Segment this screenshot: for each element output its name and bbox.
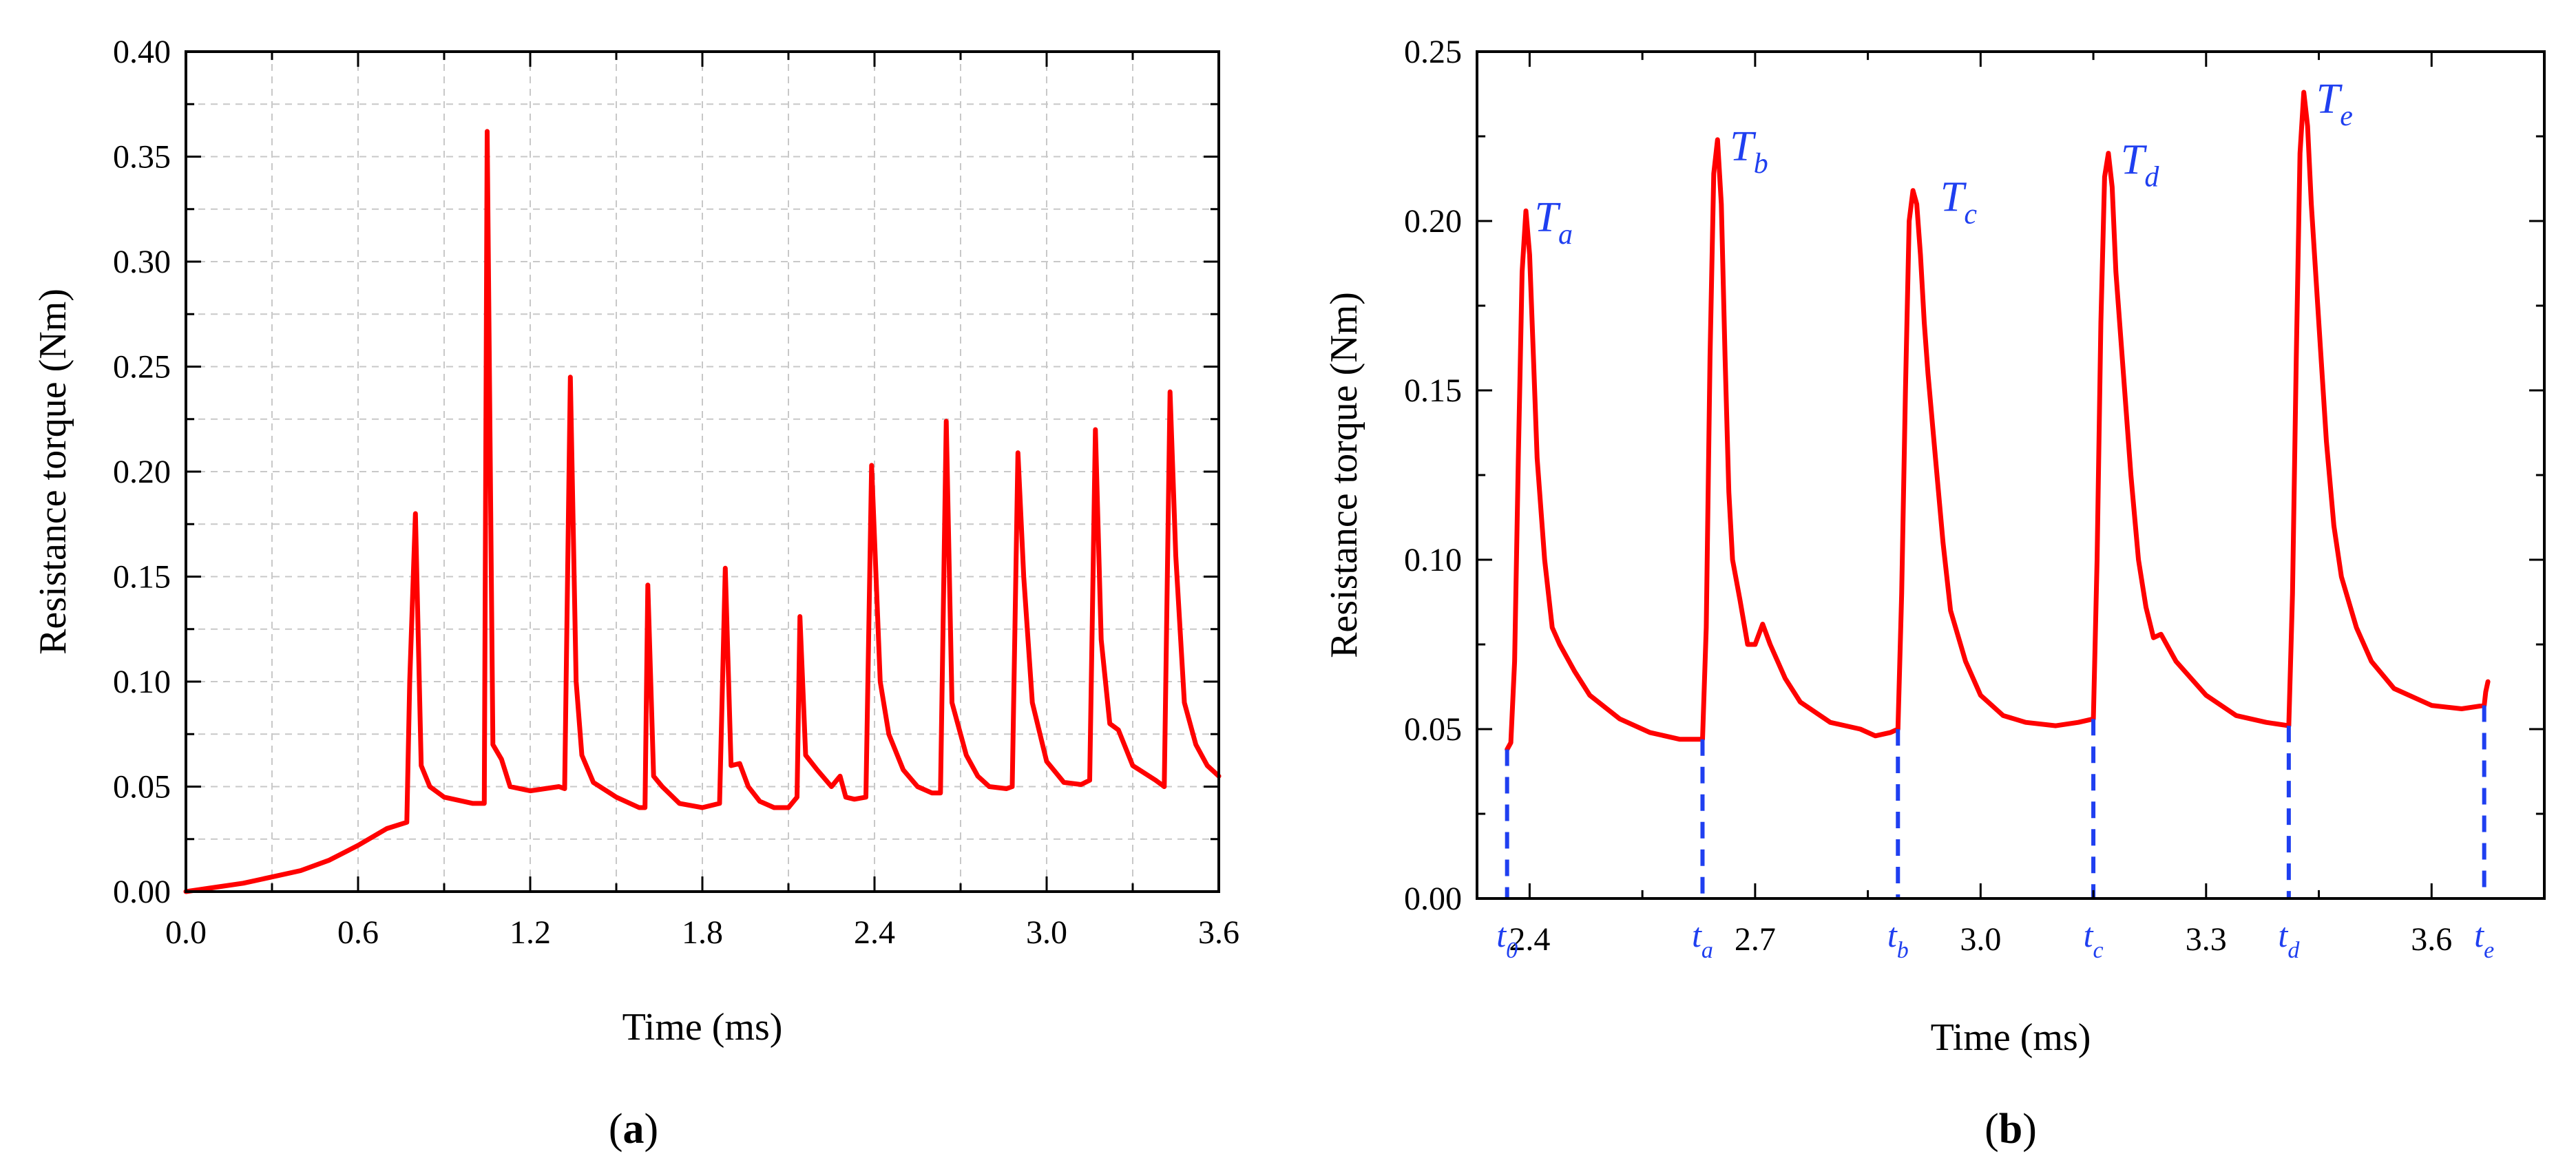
chart-a-gridlines [186,52,1219,892]
y-tick-label: 0.40 [113,34,171,70]
y-tick-label: 0.15 [1404,372,1462,409]
chart-a-x-tick-labels: 0.0 0.6 1.2 1.8 2.4 3.0 3.6 [165,914,1239,951]
chart-b-panel-label: (b) [1985,1106,2037,1153]
chart-a-panel-label: (a) [609,1106,658,1153]
time-marker-base: t [2084,916,2094,954]
time-marker-subscript: d [2287,938,2300,963]
peak-label-subscript: d [2144,162,2159,193]
time-marker-label-0: t0 [1496,916,1518,963]
chart-a-panel-letter: a [623,1106,645,1153]
time-marker-subscript: c [2093,938,2103,963]
y-tick-label: 0.20 [1404,203,1462,240]
time-marker-subscript: a [1701,938,1713,963]
chart-b-ticks [1477,50,2546,900]
peak-label-base: T [1730,123,1757,170]
x-tick-label: 3.0 [1960,921,2001,958]
x-tick-label: 1.2 [510,914,551,951]
y-tick-label: 0.10 [113,664,171,700]
y-tick-label: 0.20 [113,454,171,490]
chart-b-y-axis-label: Resistance torque (Nm) [1323,292,1365,658]
y-tick-label: 0.35 [113,139,171,176]
time-marker-label-e: te [2474,916,2494,963]
time-marker-subscript: e [2484,938,2494,963]
time-marker-base: t [1496,916,1507,954]
time-marker-label-c: tc [2084,916,2104,963]
time-marker-subscript: b [1897,938,1909,963]
chart-b-plot-frame [1476,50,2546,900]
peak-label-d: Td [2121,137,2159,193]
x-tick-label: 0.0 [165,914,207,951]
peak-label-a: Ta [1534,194,1572,251]
y-tick-label: 0.05 [113,769,171,806]
chart-b-y-tick-labels: 0.00 0.05 0.10 0.15 0.20 0.25 [1404,34,1462,917]
time-marker-base: t [1692,916,1702,954]
x-tick-label: 3.6 [2411,921,2452,958]
chart-a-y-tick-labels: 0.00 0.05 0.10 0.15 0.20 0.25 0.30 0.35 0.40 [113,34,171,910]
peak-label-base: T [1534,194,1561,241]
y-tick-label: 0.25 [1404,34,1462,70]
chart-b-panel-letter: b [1999,1106,2022,1153]
x-tick-label: 2.4 [854,914,895,951]
chart-a-torque-line [183,129,1222,894]
time-marker-base: t [1887,916,1898,954]
time-marker-label-b: tb [1887,916,1909,963]
x-tick-label: 3.3 [2186,921,2227,958]
y-tick-label: 0.05 [1404,711,1462,748]
chart-panel-a: 0.0 0.6 1.2 1.8 2.4 3.0 3.6 0.000.050.100.150.… [32,34,1239,1153]
y-tick-label: 0.10 [1404,542,1462,578]
chart-b-time-marker-labels: t0 ta tb tc td te [1496,916,2494,963]
peak-label-subscript: a [1558,219,1573,251]
x-tick-label: 2.4 [1509,921,1550,958]
time-marker-base: t [2474,916,2484,954]
chart-a-y-axis-label: Resistance torque (Nm) [32,288,74,655]
y-tick-label: 0.15 [113,559,171,596]
time-marker-label-d: td [2278,916,2300,963]
time-marker-base: t [2278,916,2288,954]
peak-label-base: T [2121,137,2148,184]
x-tick-label: 3.0 [1026,914,1067,951]
chart-b-torque-line [1505,90,2491,752]
peak-label-base: T [1940,174,1967,221]
peak-label-subscript: e [2340,101,2353,132]
y-tick-label: 0.30 [113,244,171,280]
y-tick-label: 0.00 [113,874,171,910]
peak-label-subscript: c [1964,199,1977,231]
x-tick-label: 2.7 [1735,921,1776,958]
y-tick-label: 0.25 [113,349,171,386]
chart-a-ticks [185,50,1220,893]
peak-label-e: Te [2316,76,2353,132]
x-tick-label: 3.6 [1198,914,1239,951]
y-tick-label: 0.00 [1404,881,1462,917]
chart-a-x-axis-label: Time (ms) [622,1006,783,1049]
time-marker-label-a: ta [1692,916,1713,963]
chart-b-x-tick-labels: 2.4 2.7 3.0 3.3 3.6 [1509,921,2452,958]
x-tick-label: 1.8 [682,914,723,951]
peak-label-subscript: b [1754,148,1768,180]
peak-label-c: Tc [1940,174,1977,231]
x-tick-label: 0.6 [337,914,379,951]
peak-label-b: Tb [1730,123,1768,180]
time-marker-subscript: 0 [1506,938,1518,963]
chart-panel-b: 2.4 2.7 3.0 3.3 3.6 0.00 0.05 0.10 0.15 0.20 0.25… [1323,34,2546,1153]
chart-b-time-markers [1505,705,2486,898]
peak-label-base: T [2316,76,2343,123]
chart-b-x-axis-label: Time (ms) [1931,1016,2091,1059]
